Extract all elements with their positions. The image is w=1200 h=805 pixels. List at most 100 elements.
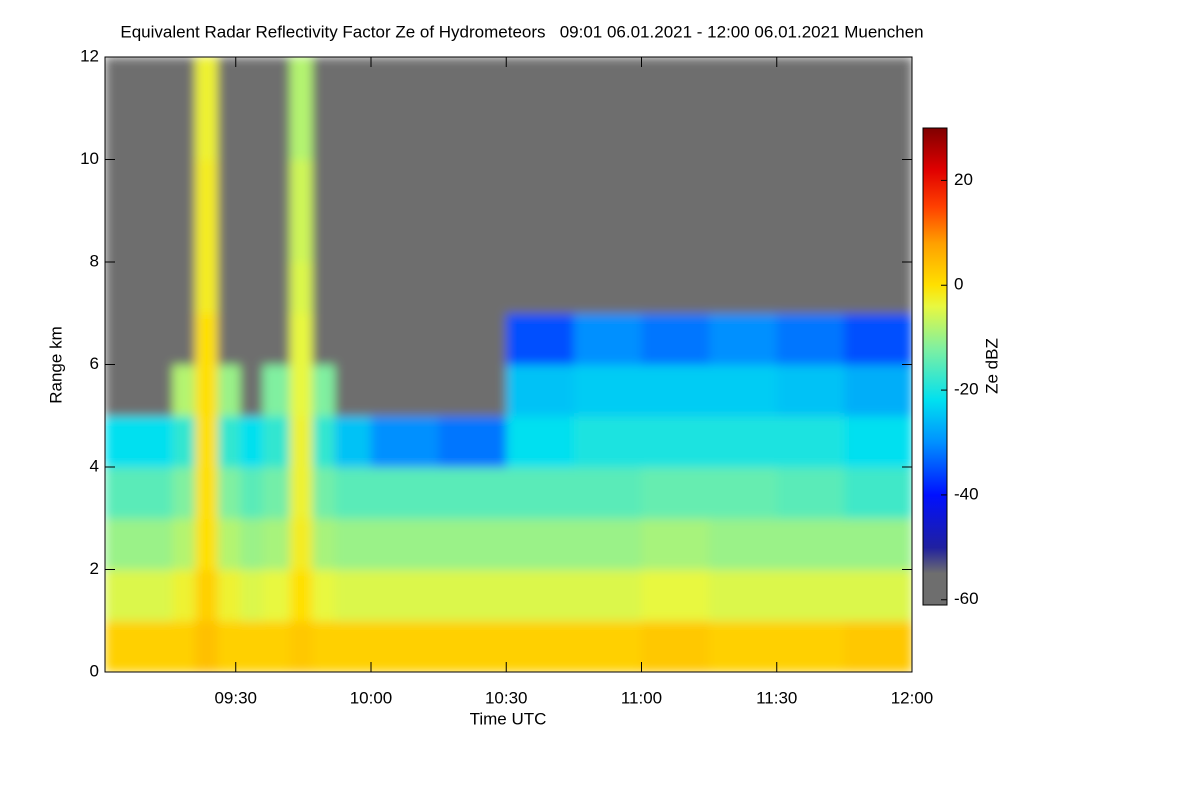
cell — [105, 467, 174, 519]
cell — [709, 415, 778, 468]
y-tick-label: 0 — [90, 661, 99, 680]
cell — [506, 262, 575, 314]
cell — [573, 57, 642, 160]
cell — [195, 569, 219, 622]
cell — [172, 57, 196, 160]
cell — [217, 313, 241, 365]
x-tick-label: 11:30 — [756, 688, 797, 707]
cell — [289, 262, 313, 314]
cell — [172, 159, 196, 263]
cell — [641, 415, 710, 468]
y-tick-label: 12 — [80, 46, 99, 65]
y-tick-label: 4 — [90, 456, 99, 475]
cell — [217, 467, 241, 519]
cell — [506, 467, 575, 519]
cell — [289, 313, 313, 365]
cell — [312, 569, 336, 622]
cell — [289, 569, 313, 622]
cell — [195, 262, 219, 314]
cell — [105, 415, 174, 468]
colorbar-tick-label: -60 — [954, 589, 979, 608]
cell — [844, 313, 912, 365]
cell — [334, 415, 372, 468]
cell — [776, 620, 845, 672]
cell — [506, 620, 575, 672]
cell — [262, 364, 291, 417]
cell — [217, 620, 241, 672]
cell — [709, 620, 778, 672]
colorbar-tick-label: -40 — [954, 484, 979, 503]
cell — [195, 620, 219, 672]
cell — [312, 415, 336, 468]
cell — [573, 262, 642, 314]
cell — [438, 364, 507, 417]
cell — [312, 159, 336, 263]
cell — [334, 313, 372, 365]
cell — [240, 159, 264, 263]
cell — [709, 159, 778, 263]
cell — [506, 57, 575, 160]
cell — [438, 518, 507, 570]
cell — [438, 262, 507, 314]
cell — [370, 313, 440, 365]
cell — [289, 467, 313, 519]
heatmap — [105, 57, 912, 672]
plot-area — [105, 57, 912, 672]
cell — [217, 518, 241, 570]
cell — [172, 620, 196, 672]
cell — [312, 313, 336, 365]
cell — [195, 159, 219, 263]
cell — [195, 364, 219, 417]
cell — [641, 313, 710, 365]
cell — [172, 262, 196, 314]
cell — [105, 159, 174, 263]
cell — [844, 262, 912, 314]
cell — [312, 518, 336, 570]
cell — [195, 313, 219, 365]
y-tick-label: 6 — [90, 354, 99, 373]
cell — [641, 57, 710, 160]
cell — [776, 57, 845, 160]
cell — [240, 57, 264, 160]
cell — [709, 57, 778, 160]
x-tick-label: 10:00 — [350, 688, 393, 707]
cell — [172, 364, 196, 417]
cell — [370, 467, 440, 519]
cell — [438, 159, 507, 263]
cell — [105, 57, 174, 160]
cell — [709, 262, 778, 314]
cell — [334, 159, 372, 263]
cell — [240, 364, 264, 417]
cell — [506, 159, 575, 263]
cell — [573, 415, 642, 468]
cell — [105, 518, 174, 570]
cell — [334, 57, 372, 160]
cell — [105, 620, 174, 672]
y-tick-label: 10 — [80, 149, 99, 168]
cell — [573, 364, 642, 417]
cell — [217, 262, 241, 314]
y-tick-label: 8 — [90, 251, 99, 270]
cell — [776, 313, 845, 365]
cell — [844, 159, 912, 263]
cell — [709, 313, 778, 365]
cell — [217, 57, 241, 160]
y-axis-label: Range km — [46, 326, 65, 403]
colorbar — [922, 127, 948, 606]
cell — [172, 569, 196, 622]
cell — [195, 518, 219, 570]
cell — [370, 364, 440, 417]
cell — [312, 262, 336, 314]
cell — [370, 262, 440, 314]
cell — [217, 415, 241, 468]
colorbar-tick-label: 20 — [954, 170, 973, 189]
cell — [289, 364, 313, 417]
cell — [312, 620, 336, 672]
cell — [438, 569, 507, 622]
cell — [573, 313, 642, 365]
cell — [262, 313, 291, 365]
cell — [240, 620, 264, 672]
cell — [312, 467, 336, 519]
cell — [506, 518, 575, 570]
cell — [776, 364, 845, 417]
